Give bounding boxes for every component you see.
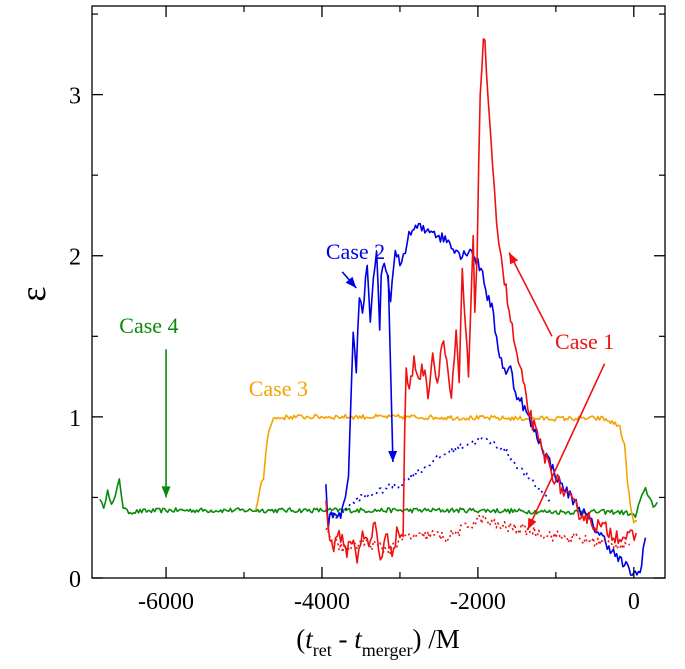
annotation-case-1: Case 1 [555, 329, 614, 354]
annotation-arrow-case-2-1 [387, 275, 394, 463]
series-line-case2-solid [325, 222, 647, 576]
annotation-arrowhead-case-1-0 [509, 252, 519, 265]
series-line-case1-solid [325, 38, 637, 564]
y-tick-label: 0 [69, 567, 81, 593]
annotation-case-4: Case 4 [119, 313, 178, 338]
x-axis-label-part: merger [362, 640, 413, 660]
series-line-case4-solid [99, 478, 658, 519]
series-layer [99, 38, 658, 576]
annotation-arrowhead-case-1-1 [527, 517, 537, 530]
annotation-case-2: Case 2 [326, 239, 385, 264]
series-line-case3-solid [254, 413, 638, 524]
y-axis-label: ε [13, 286, 53, 301]
x-axis-label-part: (t [296, 624, 314, 654]
annotation-case-3: Case 3 [249, 376, 308, 401]
annotation-arrowhead-case-2-0 [345, 276, 357, 288]
x-tick-label: -2000 [450, 589, 506, 615]
x-axis-label-part: ) /M [412, 624, 459, 654]
x-axis-label-part: - t [332, 624, 364, 654]
annotation-layer: Case 1 Case 2 Case 3 Case 4 [119, 239, 614, 530]
x-axis-label-part: ret [313, 640, 332, 660]
x-tick-label: -6000 [138, 589, 194, 615]
x-tick-label: -4000 [294, 589, 350, 615]
annotation-arrow-case-1-1 [527, 363, 606, 530]
annotation-arrow-case-1-0 [508, 252, 553, 337]
annotation-arrowhead-case-2-1 [388, 450, 398, 462]
tick-layer: -6000 -4000 -2000 0 0 1 2 3 [69, 6, 665, 615]
x-tick-label: 0 [628, 589, 640, 615]
annotation-arrowhead-case-4-0 [161, 486, 171, 498]
y-tick-label: 3 [69, 84, 81, 110]
series-line-case2-dotted [325, 437, 553, 519]
y-tick-label: 2 [69, 245, 81, 271]
plot-frame [91, 5, 666, 579]
series-line-case1-dotted [325, 514, 631, 556]
x-axis-label: (tret - tmerger) /M [296, 624, 459, 660]
y-tick-label: 1 [69, 406, 81, 432]
